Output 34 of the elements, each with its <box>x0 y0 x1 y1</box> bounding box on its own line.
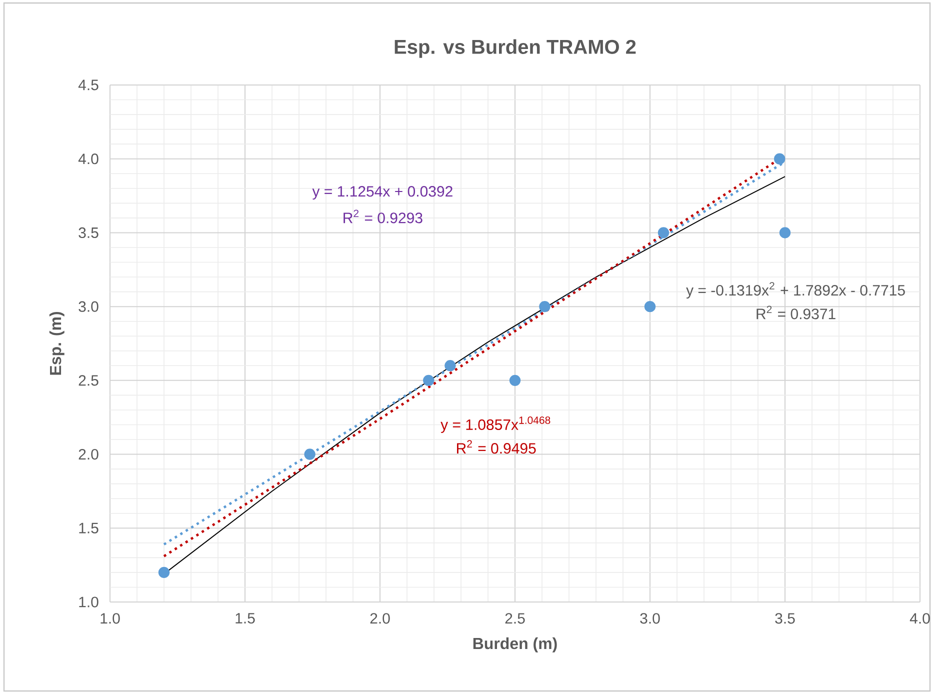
x-tick-label: 3.0 <box>640 613 660 624</box>
annotation: R$^{2}$ = 0.9495 <box>457 440 536 454</box>
y-axis-title: Esp. (m) <box>49 312 64 375</box>
x-tick-label: 1.0 <box>100 613 120 624</box>
x-tick-label: 1.5 <box>236 613 255 624</box>
point <box>644 300 656 312</box>
x-tick-label: 4.0 <box>910 613 930 624</box>
x-axis-title: Burden (m) <box>473 637 557 652</box>
y-tick-label: 2.0 <box>78 448 98 460</box>
point <box>304 448 316 460</box>
y-tick-label: 4.5 <box>78 80 98 90</box>
point <box>779 227 791 238</box>
point <box>158 566 170 578</box>
x-tick-label: 2.0 <box>370 613 390 624</box>
annotation: R$^{2}$ = 0.9371 <box>756 306 836 320</box>
y-tick-label: 1.5 <box>79 522 98 534</box>
chart-title: Esp. vs Burden TRAMO 2 <box>394 39 636 58</box>
annotation: R$^{2}$ = 0.9293 <box>344 210 422 224</box>
y-tick-label: 3.0 <box>78 301 98 312</box>
point <box>539 300 550 312</box>
point <box>423 374 434 386</box>
y-tick-label: 1.0 <box>79 596 98 608</box>
annotation: y = 1.0857x$^{1.0468}$ <box>440 416 550 433</box>
annotation: y = -0.1319x$^{2}$ + 1.7892x - 0.7715 <box>686 282 905 299</box>
point <box>658 227 670 238</box>
y-tick-label: 2.5 <box>78 375 98 386</box>
point <box>774 153 786 164</box>
y-tick-label: 4.0 <box>78 154 98 164</box>
point <box>444 360 456 372</box>
point <box>509 374 521 386</box>
y-tick-label: 3.5 <box>78 227 98 238</box>
annotation: y = 1.1254x + 0.0392 <box>312 186 452 200</box>
x-tick-label: 2.5 <box>505 613 525 624</box>
x-tick-label: 3.5 <box>775 613 795 624</box>
